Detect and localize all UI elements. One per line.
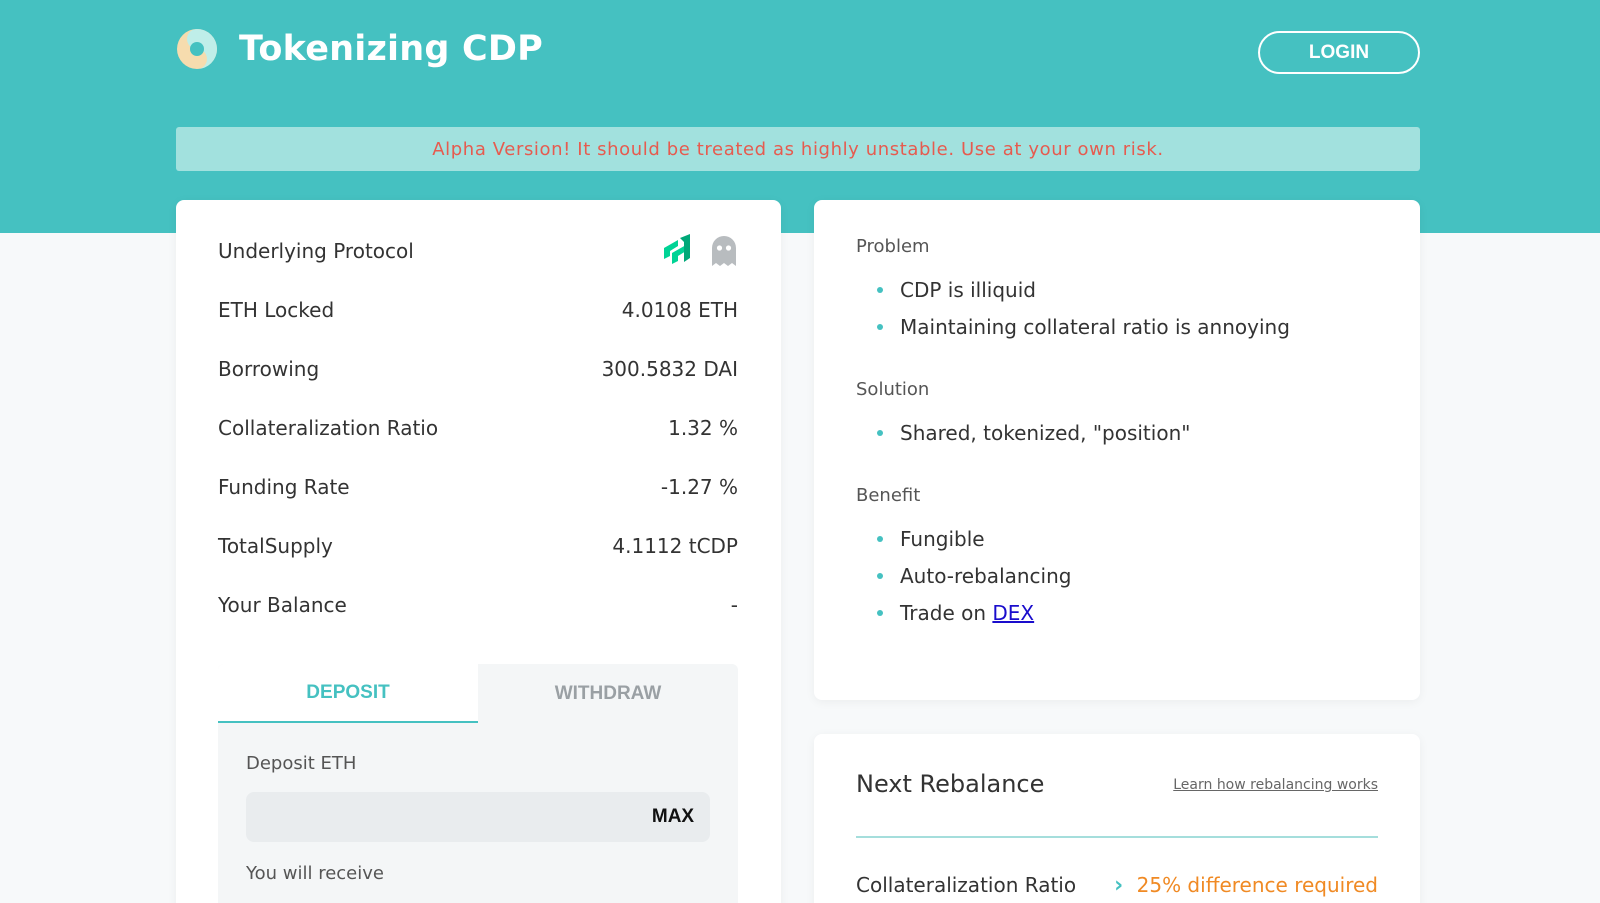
- app-title: Tokenizing CDP: [239, 29, 543, 69]
- header-background: [0, 0, 1600, 233]
- deposit-eth-label: Deposit ETH: [246, 753, 357, 774]
- login-button[interactable]: LOGIN: [1258, 31, 1420, 74]
- stat-row-underlying-protocol: Underlying Protocol: [218, 234, 738, 268]
- trade-prefix: Trade on: [900, 601, 993, 625]
- list-item: Auto-rebalancing: [856, 562, 1071, 599]
- list-item: CDP is illiquid: [856, 276, 1290, 313]
- stat-value: 1.32 %: [668, 416, 738, 440]
- stat-value: 4.1112 tCDP: [612, 534, 738, 558]
- top-header: Tokenizing CDP LOGIN: [176, 26, 1420, 74]
- list-item: Maintaining collateral ratio is annoying: [856, 313, 1290, 350]
- info-card: Problem CDP is illiquid Maintaining coll…: [814, 200, 1420, 700]
- stat-value: -: [730, 593, 738, 617]
- dex-link[interactable]: DEX: [992, 601, 1035, 625]
- stat-label: Funding Rate: [218, 475, 350, 499]
- ghost-icon[interactable]: [710, 234, 738, 268]
- alpha-warning-banner: Alpha Version! It should be treated as h…: [176, 127, 1420, 171]
- stat-label: Collateralization Ratio: [218, 416, 439, 440]
- list-item: Fungible: [856, 525, 1071, 562]
- stat-row-borrowing: Borrowing 300.5832 DAI: [218, 354, 738, 384]
- benefit-heading: Benefit: [856, 485, 921, 506]
- list-item: Shared, tokenized, "position": [856, 419, 1190, 456]
- rebalance-row-value: 25% difference required: [1136, 873, 1378, 897]
- compound-icon[interactable]: [662, 234, 692, 268]
- stat-label: TotalSupply: [218, 534, 333, 558]
- benefit-list: Fungible Auto-rebalancing Trade on DEX: [856, 525, 1071, 636]
- stat-row-funding-rate: Funding Rate -1.27 %: [218, 472, 738, 502]
- rebalance-row-collateralization: Collateralization Ratio › 25% difference…: [856, 870, 1378, 900]
- chevron-right-icon: ›: [1114, 872, 1124, 898]
- list-item-trade: Trade on DEX: [856, 599, 1071, 636]
- stat-label: ETH Locked: [218, 298, 335, 322]
- stat-value: 4.0108 ETH: [621, 298, 738, 322]
- stat-label: Borrowing: [218, 357, 320, 381]
- app-logo-icon[interactable]: [176, 28, 218, 70]
- problem-heading: Problem: [856, 236, 930, 257]
- divider: [856, 836, 1378, 838]
- stat-label: Underlying Protocol: [218, 239, 414, 263]
- stat-value: 300.5832 DAI: [601, 357, 738, 381]
- tab-deposit[interactable]: DEPOSIT: [218, 664, 478, 723]
- stat-label: Your Balance: [218, 593, 347, 617]
- max-button[interactable]: MAX: [651, 806, 695, 827]
- protocol-icons: [662, 234, 738, 268]
- next-rebalance-title: Next Rebalance: [856, 770, 1045, 798]
- next-rebalance-card: Next Rebalance Learn how rebalancing wor…: [814, 734, 1420, 903]
- solution-heading: Solution: [856, 379, 930, 400]
- deposit-amount-input[interactable]: [246, 792, 710, 842]
- stat-row-your-balance: Your Balance -: [218, 590, 738, 620]
- learn-rebalancing-link[interactable]: Learn how rebalancing works: [1173, 777, 1378, 793]
- cdp-stats-card: Underlying Protocol ETH Locked 4.0108 ET…: [176, 200, 781, 903]
- stat-row-eth-locked: ETH Locked 4.0108 ETH: [218, 295, 738, 325]
- rebalance-row-label: Collateralization Ratio: [856, 873, 1077, 897]
- tab-withdraw[interactable]: WITHDRAW: [554, 682, 662, 704]
- stat-row-total-supply: TotalSupply 4.1112 tCDP: [218, 531, 738, 561]
- stat-value: -1.27 %: [660, 475, 738, 499]
- deposit-withdraw-panel: DEPOSIT WITHDRAW Deposit ETH MAX You wil…: [218, 664, 738, 903]
- stat-row-collateralization-ratio: Collateralization Ratio 1.32 %: [218, 413, 738, 443]
- receive-label: You will receive: [246, 863, 384, 884]
- problem-list: CDP is illiquid Maintaining collateral r…: [856, 276, 1290, 350]
- solution-list: Shared, tokenized, "position": [856, 419, 1190, 456]
